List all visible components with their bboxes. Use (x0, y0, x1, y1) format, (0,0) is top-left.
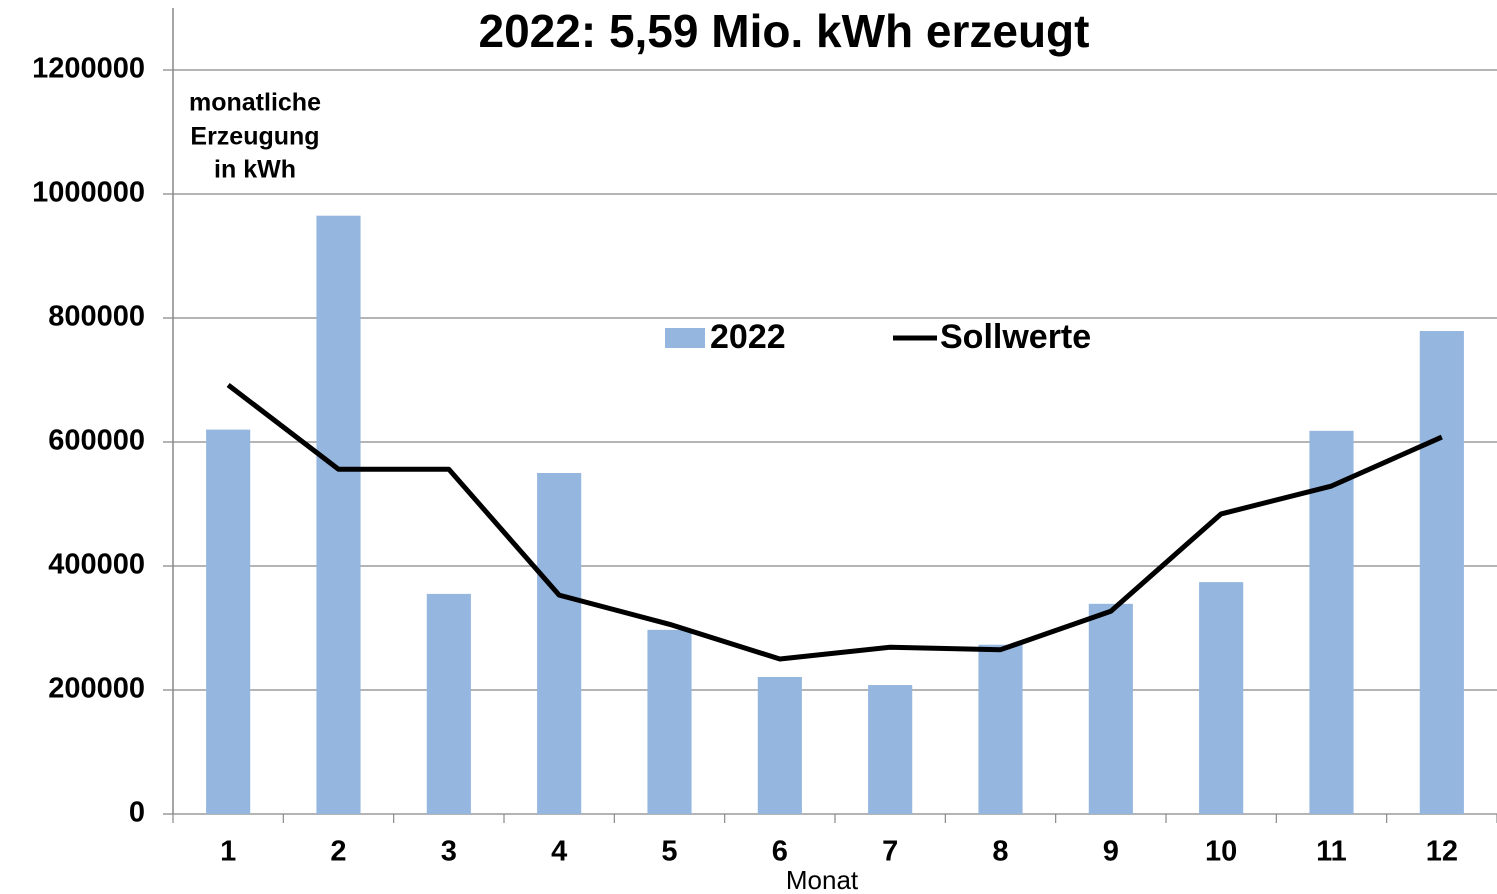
y-tick-label: 400000 (48, 549, 145, 581)
x-tick-label: 8 (992, 836, 1008, 868)
line (226, 382, 1443, 662)
bar (868, 685, 913, 814)
y-tick-label: 800000 (48, 301, 145, 333)
annotation: in kWh (214, 156, 296, 184)
y-tick-label: 0 (129, 797, 145, 829)
bar (316, 215, 361, 814)
y-tick-label: 1000000 (32, 177, 145, 209)
y-tick-label: 1200000 (32, 53, 145, 85)
legend-swatch (665, 328, 705, 348)
x-tick-label: 4 (551, 836, 567, 868)
bar (1309, 430, 1354, 814)
bar (1088, 603, 1133, 814)
x-tick-label: 2 (330, 836, 346, 868)
bar (537, 473, 582, 814)
bar (1419, 331, 1464, 814)
bar (978, 644, 1023, 814)
x-tick-label: 12 (1426, 836, 1458, 868)
bar (1199, 582, 1244, 814)
bar (426, 593, 471, 814)
bar (647, 629, 692, 814)
x-tick-label: 5 (661, 836, 677, 868)
y-tick-label: 200000 (48, 673, 145, 705)
x-tick-label: 11 (1316, 836, 1347, 868)
x-tick-label: 9 (1103, 836, 1119, 868)
legend-label: 2022 (710, 318, 786, 356)
x-tick-label: 7 (882, 836, 898, 868)
chart-title: 2022: 5,59 Mio. kWh erzeugt (479, 5, 1090, 57)
x-tick-label: 3 (441, 836, 457, 868)
annotation: monatliche (189, 89, 321, 117)
x-tick-label: 1 (220, 836, 236, 868)
bar (206, 429, 251, 814)
x-axis-label: Monat (786, 865, 859, 894)
x-tick-label: 10 (1205, 836, 1237, 868)
annotation: Erzeugung (190, 123, 319, 151)
y-tick-label: 600000 (48, 425, 145, 457)
bar (757, 676, 802, 814)
legend-label: Sollwerte (940, 318, 1091, 356)
x-tick-label: 6 (772, 836, 788, 868)
